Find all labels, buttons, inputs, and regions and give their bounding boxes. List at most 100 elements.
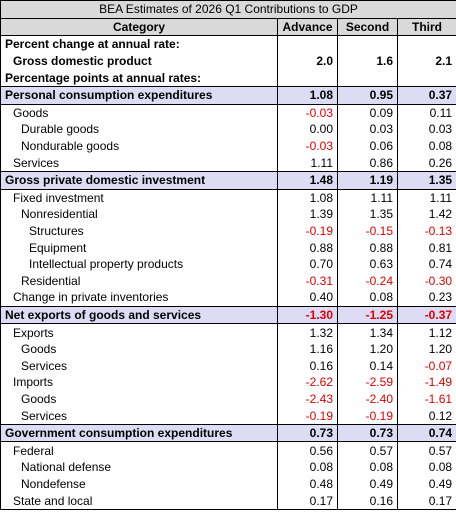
row-value: -0.07: [396, 357, 456, 375]
row-value: -0.30: [396, 272, 456, 290]
row-label: Services: [0, 407, 278, 425]
row-label: Structures: [0, 222, 278, 240]
table-row: National defense 0.08 0.08 0.08: [0, 459, 456, 476]
table-row: Nondefense 0.48 0.49 0.49: [0, 475, 456, 493]
row-value: 0.57: [337, 441, 398, 460]
row-label: Percent change at annual rate:: [0, 35, 278, 53]
row-value: 0.23: [396, 289, 456, 307]
row-value: 1.42: [396, 206, 456, 223]
table-row: Gross private domestic investment 1.48 1.1…: [0, 170, 456, 190]
row-value: 0.56: [277, 441, 338, 460]
table-row: Gross domestic product 2.0 1.6 2.1: [0, 52, 456, 70]
column-header: Category: [0, 17, 278, 37]
row-value: 0.40: [277, 289, 338, 307]
row-value: -0.19: [337, 407, 398, 425]
table-row: Residential -0.31 -0.24 -0.30: [0, 272, 456, 290]
row-value: -1.25: [337, 305, 398, 325]
row-value: 1.20: [337, 340, 398, 358]
row-value: 1.11: [396, 189, 456, 207]
row-value: 0.17: [396, 492, 456, 510]
table-row: Imports -2.62 -2.59 -1.49: [0, 374, 456, 391]
row-label: Goods: [0, 340, 278, 358]
row-label: Imports: [0, 374, 278, 391]
row-value: 0.08: [337, 459, 398, 476]
row-value: -0.19: [277, 407, 338, 425]
row-value: 1.08: [277, 189, 338, 207]
row-value: -2.43: [277, 390, 338, 408]
row-value: 0.17: [277, 492, 338, 510]
table-row: Change in private inventories 0.40 0.08 0.2…: [0, 289, 456, 307]
row-value: [337, 69, 398, 87]
row-value: 1.12: [396, 323, 456, 341]
row-value: 0.73: [277, 423, 338, 443]
row-value: 0.48: [277, 475, 338, 493]
row-label: Personal consumption expenditures: [0, 85, 278, 105]
table-row: Goods 1.16 1.20 1.20: [0, 340, 456, 358]
row-value: [337, 35, 398, 53]
table-row: State and local 0.17 0.16 0.17: [0, 492, 456, 510]
row-value: [277, 69, 338, 87]
row-label: Nondefense: [0, 475, 278, 493]
row-value: 1.32: [277, 323, 338, 341]
row-value: 0.26: [396, 154, 456, 172]
row-value: 0.63: [337, 255, 398, 273]
row-label: Durable goods: [0, 121, 278, 138]
table-row: Exports 1.32 1.34 1.12: [0, 323, 456, 341]
row-value: 1.11: [337, 189, 398, 207]
table-row: Services 0.16 0.14 -0.07: [0, 357, 456, 375]
row-value: 0.49: [337, 475, 398, 493]
row-value: 0.74: [396, 423, 456, 443]
table-row: Personal consumption expenditures 1.08 0.9…: [0, 85, 456, 105]
row-value: 0.00: [277, 121, 338, 138]
row-value: 1.11: [277, 154, 338, 172]
row-label: Nondurable goods: [0, 137, 278, 155]
row-value: -1.30: [277, 305, 338, 325]
row-value: 1.08: [277, 85, 338, 105]
table-row: Services -0.19 -0.19 0.12: [0, 407, 456, 425]
row-value: 0.08: [396, 137, 456, 155]
table-row: Goods -0.03 0.09 0.11: [0, 104, 456, 122]
row-label: Nonresidential: [0, 206, 278, 223]
row-value: 1.35: [396, 170, 456, 190]
row-label: Exports: [0, 323, 278, 341]
row-value: -0.37: [396, 305, 456, 325]
row-label: Services: [0, 154, 278, 172]
row-value: -0.31: [277, 272, 338, 290]
row-value: -0.19: [277, 222, 338, 240]
row-label: Services: [0, 357, 278, 375]
row-value: -0.03: [277, 104, 338, 122]
row-label: Equipment: [0, 239, 278, 256]
row-value: 0.16: [277, 357, 338, 375]
row-value: 1.35: [337, 206, 398, 223]
table-row: Percentage points at annual rates:: [0, 69, 456, 87]
row-value: 0.06: [337, 137, 398, 155]
row-value: 0.12: [396, 407, 456, 425]
row-value: 0.03: [337, 121, 398, 138]
row-label: Intellectual property products: [0, 255, 278, 273]
row-label: Change in private inventories: [0, 289, 278, 307]
table-row: Equipment 0.88 0.88 0.81: [0, 239, 456, 256]
row-value: -1.49: [396, 374, 456, 391]
row-value: 1.20: [396, 340, 456, 358]
row-value: 0.03: [396, 121, 456, 138]
row-value: 1.39: [277, 206, 338, 223]
table-row: Government consumption expenditures 0.73 0…: [0, 423, 456, 443]
row-value: -2.62: [277, 374, 338, 391]
row-value: 2.1: [396, 52, 456, 70]
row-value: -0.15: [337, 222, 398, 240]
row-value: 0.08: [396, 459, 456, 476]
row-label: Goods: [0, 104, 278, 122]
row-label: Percentage points at annual rates:: [0, 69, 278, 87]
table-row: Net exports of goods and services -1.30 -1…: [0, 305, 456, 325]
row-label: Government consumption expenditures: [0, 423, 278, 443]
row-label: Gross private domestic investment: [0, 170, 278, 190]
row-value: 0.49: [396, 475, 456, 493]
row-label: National defense: [0, 459, 278, 476]
table-title: BEA Estimates of 2026 Q1 Contributions t…: [0, 0, 456, 19]
row-value: 0.74: [396, 255, 456, 273]
row-value: 0.73: [337, 423, 398, 443]
table-row: Federal 0.56 0.57 0.57: [0, 441, 456, 460]
column-header: Advance: [277, 17, 338, 37]
table-row: Structures -0.19 -0.15 -0.13: [0, 222, 456, 240]
